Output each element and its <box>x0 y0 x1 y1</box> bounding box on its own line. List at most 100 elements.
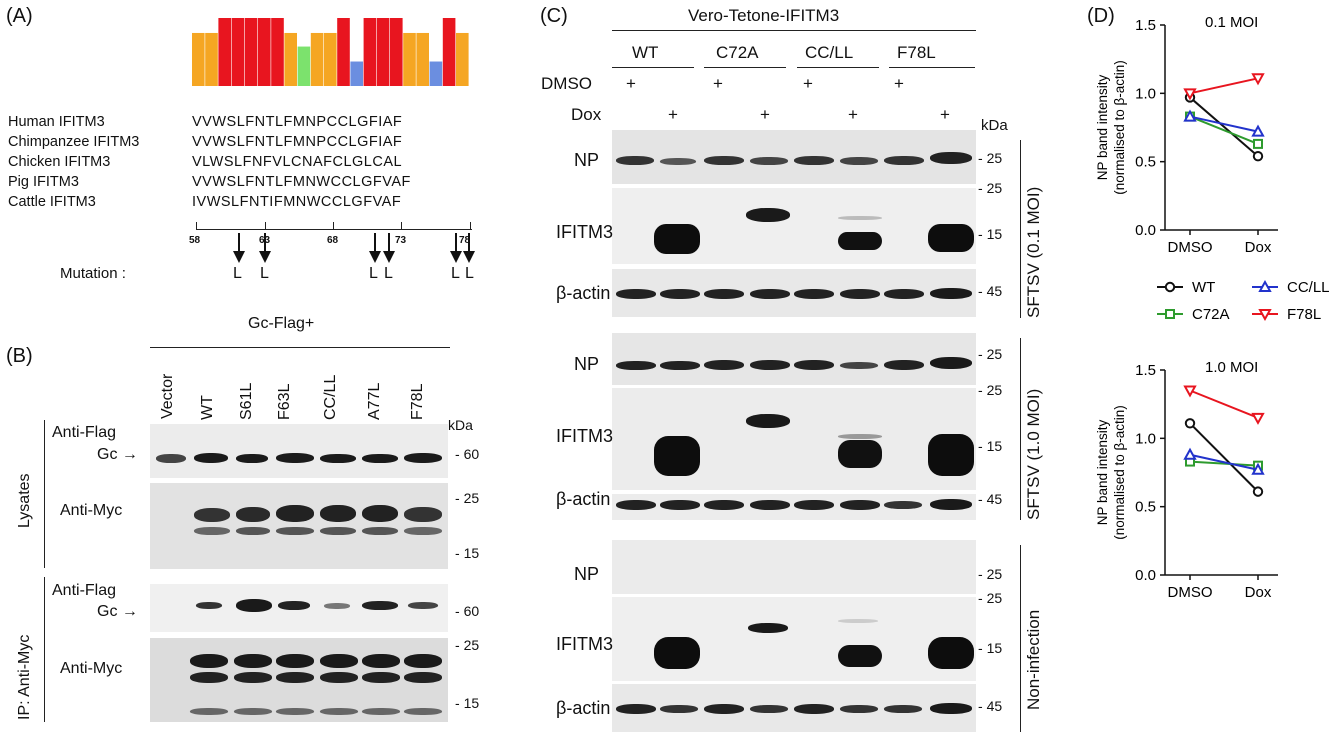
marker-25: - 25 <box>978 150 1003 166</box>
species-name: Pig IFITM3 <box>8 174 79 190</box>
logo-column <box>284 32 297 86</box>
logo-column <box>192 32 205 86</box>
legend-label: F78L <box>1287 306 1321 323</box>
blot-lysate-flag <box>150 424 448 478</box>
kda-label: kDa <box>981 117 1008 134</box>
x-tick-label: DMSO <box>1168 239 1213 256</box>
species-name: Chicken IFITM3 <box>8 154 111 170</box>
lane-label: F78L <box>409 383 426 420</box>
group-label: F78L <box>897 43 936 62</box>
ifitm3-row-label: IFITM3 <box>556 634 613 654</box>
actin-row-label: β-actin <box>556 489 611 509</box>
actin-row-label: β-actin <box>556 698 611 718</box>
data-point <box>1251 73 1265 86</box>
ruler-tick-label: 68 <box>327 235 339 246</box>
dmso-plus: + <box>803 74 813 93</box>
sequence-row: VVWSLFNTLFMNPCCLGFIAF <box>192 134 403 150</box>
series-line <box>1189 115 1259 133</box>
legend-label: WT <box>1192 279 1215 296</box>
species-list: Human IFITM3 Chimpanzee IFITM3 Chicken I… <box>8 114 139 214</box>
logo-column <box>442 18 456 86</box>
data-point <box>1184 418 1196 429</box>
logo-column <box>271 18 284 86</box>
logo-column <box>456 32 469 86</box>
ifitm3-row-label: IFITM3 <box>556 222 613 242</box>
lysates-label: Lysates <box>16 473 33 528</box>
section-label: SFTSV (0.1 MOI) <box>1024 186 1043 318</box>
series-line <box>1189 389 1259 419</box>
sequence-logo <box>192 18 469 86</box>
dox-plus: + <box>668 105 678 124</box>
blot-actin-mock <box>612 684 976 732</box>
mutation-letter: L <box>233 265 242 282</box>
data-point <box>1183 109 1197 122</box>
bracket-line <box>44 577 46 722</box>
sequence-row: VVWSLFNTLFMNWCCLGFVAF <box>192 174 411 190</box>
bracket-line <box>44 420 46 568</box>
data-point <box>1252 151 1264 162</box>
series-line <box>1189 115 1259 145</box>
ruler-tick-label: 78 <box>459 235 471 246</box>
legend-label: C72A <box>1192 306 1230 323</box>
logo-column <box>218 18 231 86</box>
down-arrow-icon <box>233 233 245 263</box>
lane-label: CC/LL <box>322 374 339 420</box>
marker-25: - 25 <box>455 637 480 653</box>
dox-plus: + <box>940 105 950 124</box>
group-label: C72A <box>716 43 759 62</box>
marker-45: - 45 <box>978 698 1003 714</box>
y-axis-label: NP band intensity <box>1095 419 1110 525</box>
marker-15: - 15 <box>455 695 480 711</box>
blot-actin-10 <box>612 494 976 520</box>
data-point <box>1183 447 1197 460</box>
anti-flag-label: Anti-Flag <box>52 424 117 441</box>
series-line <box>1189 453 1259 471</box>
species-name: Human IFITM3 <box>8 114 105 130</box>
ruler-tick <box>333 222 335 230</box>
y-axis-label: NP band intensity <box>1095 74 1110 180</box>
np-row-label: NP <box>574 564 600 584</box>
logo-column <box>310 32 324 86</box>
lane-label: F63L <box>276 383 293 420</box>
marker-25: - 25 <box>455 490 480 506</box>
data-point <box>1258 309 1272 322</box>
section-bracket <box>1020 140 1022 318</box>
x-tick-label: DMSO <box>1168 584 1213 601</box>
logo-column <box>416 32 429 86</box>
logo-column <box>403 32 416 86</box>
down-arrow-icon <box>450 233 462 263</box>
group-label: CC/LL <box>805 43 854 62</box>
data-point <box>1251 124 1265 137</box>
blot-lysate-myc <box>150 483 448 569</box>
y-axis-label: (normalised to β-actin) <box>1112 405 1127 540</box>
y-tick-label: 1.5 <box>1135 17 1156 34</box>
ruler-tick-label: 58 <box>189 235 201 246</box>
np-row-label: NP <box>574 354 600 374</box>
mutation-arrows <box>233 233 475 263</box>
blot-np-mock <box>612 540 976 594</box>
legend-label: CC/LL <box>1287 279 1330 296</box>
down-arrow-icon <box>463 233 475 263</box>
dmso-plus: + <box>894 74 904 93</box>
marker-45: - 45 <box>978 283 1003 299</box>
y-tick-label: 0.5 <box>1135 499 1156 516</box>
logo-column <box>297 46 311 86</box>
anti-myc-label: Anti-Myc <box>60 502 123 519</box>
marker-45: - 45 <box>978 491 1003 507</box>
lane-label: WT <box>199 395 216 420</box>
mutation-letter: L <box>260 265 269 282</box>
series-line <box>1189 460 1259 467</box>
down-arrow-icon <box>383 233 395 263</box>
y-tick-label: 1.0 <box>1135 430 1156 447</box>
data-point <box>1253 138 1263 149</box>
dmso-plus: + <box>626 74 636 93</box>
marker-15: - 15 <box>978 226 1003 242</box>
mutation-label: Mutation : <box>60 265 126 282</box>
panel-c-label: (C) <box>540 5 568 27</box>
logo-column <box>363 18 377 86</box>
blot-ifitm3-01 <box>612 188 976 264</box>
group-line <box>889 67 975 69</box>
y-tick-label: 0.0 <box>1135 567 1156 584</box>
actin-row-label: β-actin <box>556 283 611 303</box>
marker-15: - 15 <box>978 640 1003 656</box>
